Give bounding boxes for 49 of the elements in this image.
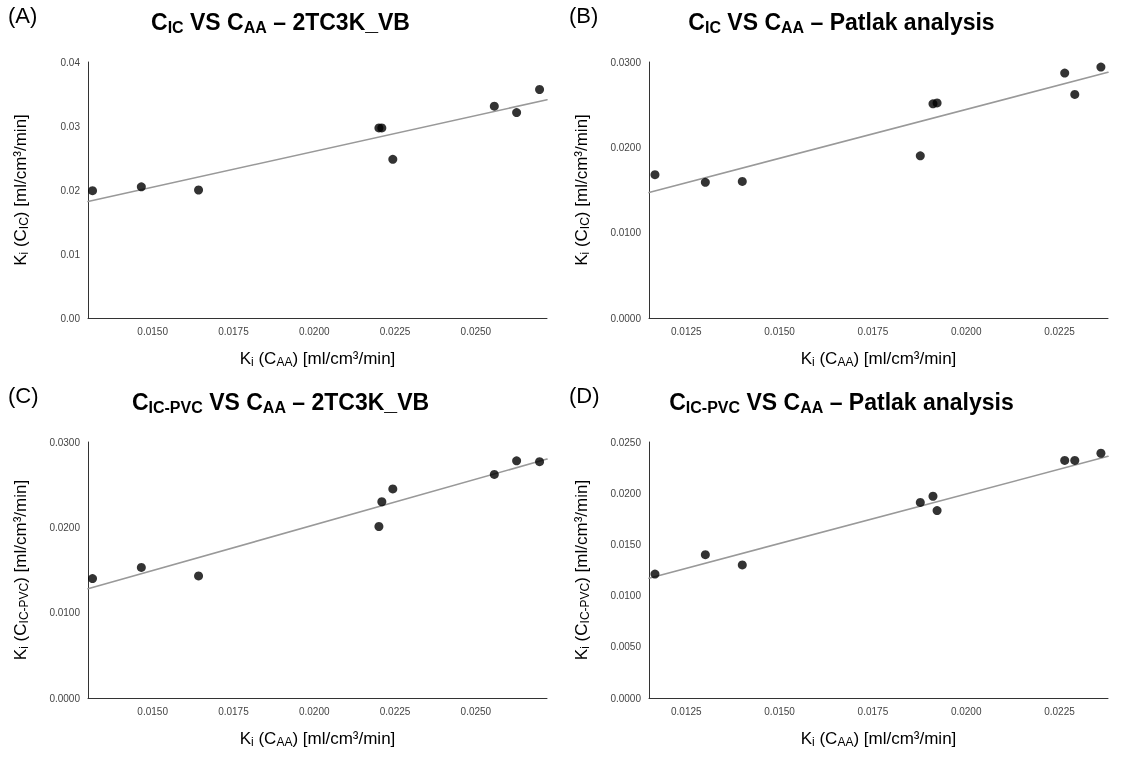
x-tick-label: 0.0200 (298, 325, 330, 337)
y-tick-label: 0.0000 (610, 692, 642, 704)
x-tick-label: 0.0200 (298, 705, 330, 717)
x-tick-label: 0.0175 (218, 705, 250, 717)
y-tick-label: 0.0200 (49, 521, 81, 533)
x-tick-label: 0.0150 (137, 705, 169, 717)
y-tick-label: 0.01 (60, 248, 81, 260)
x-tick-label: 0.0125 (671, 325, 703, 337)
y-tick-label: 0.03 (60, 120, 81, 132)
y-tick-label: 0.0200 (610, 141, 642, 153)
x-tick-label: 0.0125 (671, 705, 703, 717)
y-tick-label: 0.0150 (610, 538, 642, 550)
y-tick-label: 0.04 (60, 56, 81, 68)
y-tick-label: 0.0000 (610, 312, 642, 324)
x-tick-label: 0.0150 (764, 325, 796, 337)
x-tick-label: 0.0225 (1044, 705, 1076, 717)
chart-title: CIC-PVC VS CAA – Patlak analysis (669, 389, 1014, 416)
y-tick-label: 0.0300 (610, 56, 642, 68)
y-tick-label: 0.0250 (610, 436, 642, 448)
x-tick-label: 0.0250 (460, 325, 492, 337)
y-tick-label: 0.02 (60, 184, 81, 196)
y-tick-label: 0.0050 (610, 641, 642, 653)
x-tick-label: 0.0225 (1044, 325, 1076, 337)
y-axis-title: Ki (CIC-PVC) [ml/cm³/min] (571, 479, 592, 661)
text: (B) (569, 2, 599, 28)
x-tick-label: 0.0175 (857, 325, 889, 337)
text: (D) (569, 382, 600, 408)
chart-title: CIC VS CAA – 2TC3K_VB (151, 9, 410, 36)
text: (C) (8, 382, 39, 408)
y-tick-label: 0.0100 (49, 607, 81, 619)
chart-title: CIC-PVC VS CAA – 2TC3K_VB (131, 389, 430, 416)
text: (A) (8, 2, 38, 28)
x-tick-label: 0.0225 (379, 325, 411, 337)
x-tick-label: 0.0175 (218, 325, 250, 337)
x-tick-label: 0.0175 (857, 705, 889, 717)
x-tick-label: 0.0225 (379, 705, 411, 717)
y-tick-label: 0.0300 (49, 436, 81, 448)
y-tick-label: 0.0100 (610, 227, 642, 239)
x-tick-label: 0.0250 (460, 705, 492, 717)
y-tick-label: 0.0100 (610, 590, 642, 602)
chart-title: CIC VS CAA – Patlak analysis (688, 9, 995, 36)
x-tick-label: 0.0150 (764, 705, 796, 717)
y-tick-label: 0.00 (60, 312, 81, 324)
x-tick-label: 0.0200 (950, 705, 982, 717)
x-tick-label: 0.0200 (950, 325, 982, 337)
y-tick-label: 0.0000 (49, 692, 81, 704)
y-axis-title: Ki (CIC-PVC) [ml/cm³/min] (10, 479, 31, 661)
x-tick-label: 0.0150 (137, 325, 169, 337)
y-tick-label: 0.0200 (610, 487, 642, 499)
